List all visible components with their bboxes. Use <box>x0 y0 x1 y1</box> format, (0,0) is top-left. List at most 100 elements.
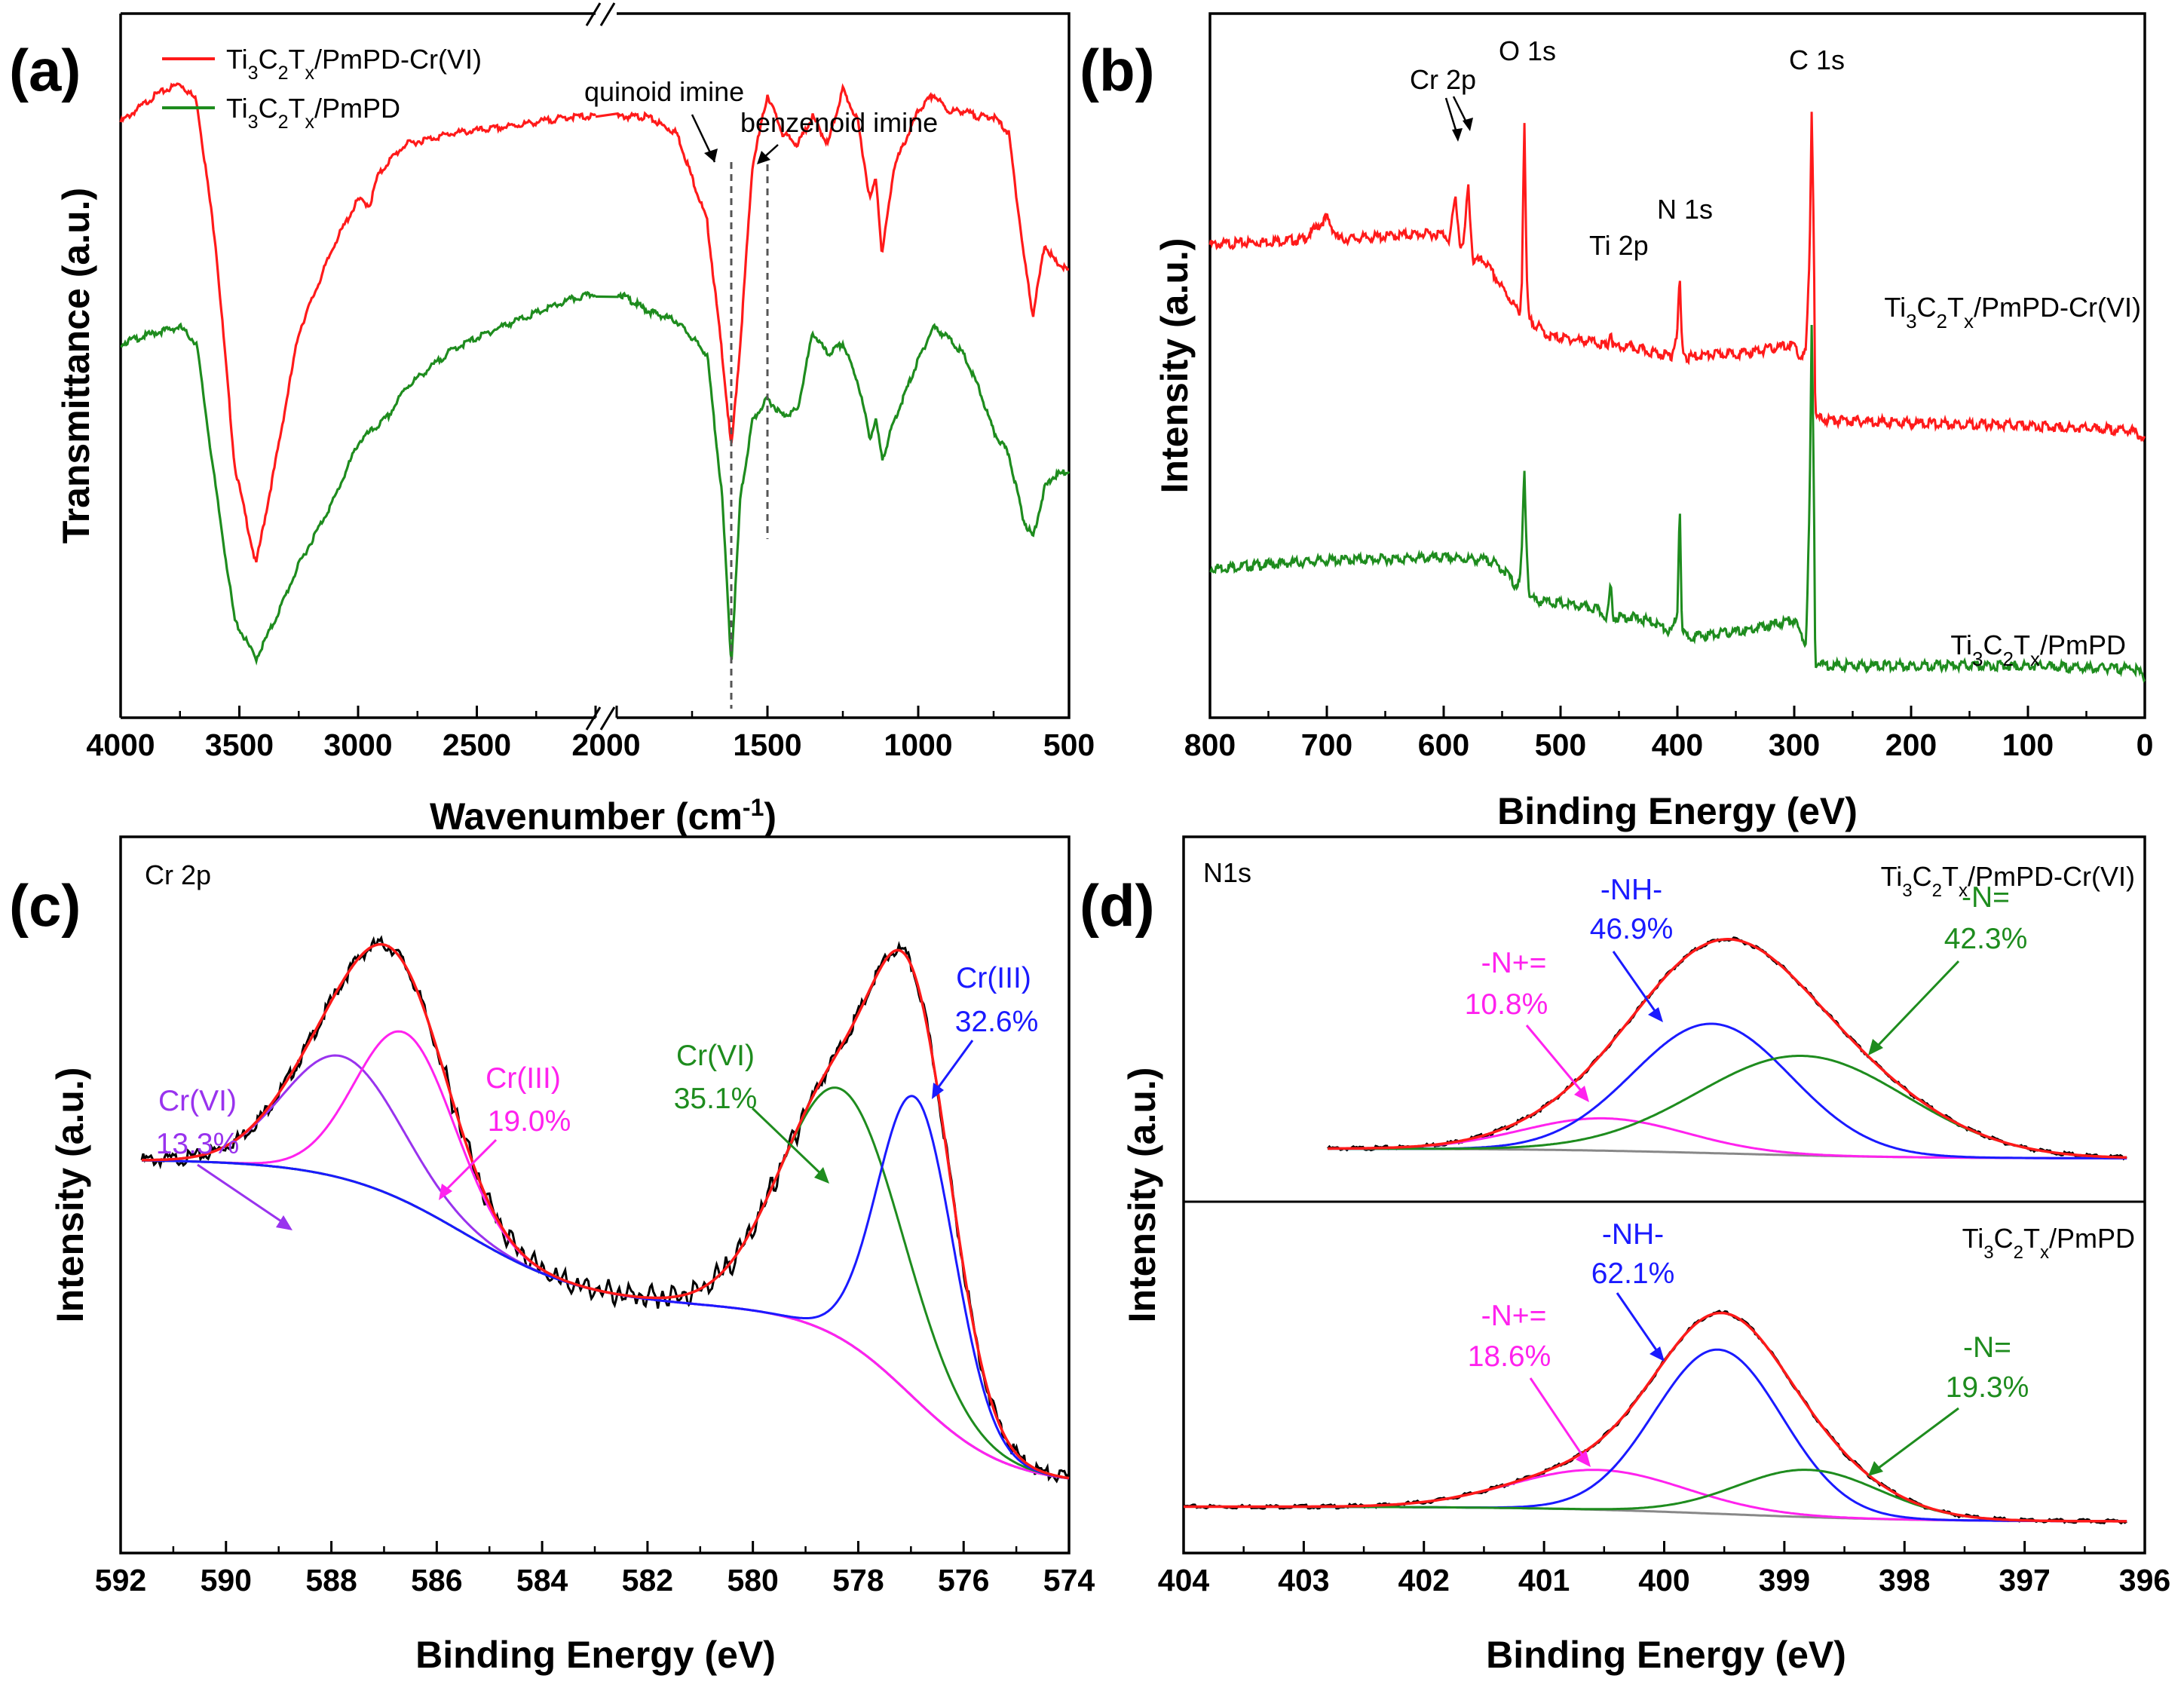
peak-label-o1s: O 1s <box>1499 35 1556 66</box>
b-tick-label: 700 <box>1301 728 1352 762</box>
percent-neq-top: 42.3% <box>1944 923 2028 955</box>
percent-neq-bottom: 19.3% <box>1946 1371 2029 1404</box>
arrowhead-neq-top <box>1868 1039 1883 1055</box>
arrow-neq-top <box>1874 960 1960 1049</box>
arrowhead-criii-2p32 <box>932 1083 944 1099</box>
label-nh-top: -NH- <box>1600 874 1662 906</box>
label-nplus-bottom: -N+= <box>1481 1300 1547 1332</box>
label-nplus-top: -N+= <box>1481 947 1547 979</box>
c-envelope-line <box>142 942 1070 1480</box>
panel-d-xlabel: Binding Energy (eV) <box>1486 1634 1846 1676</box>
panel-a-ylabel: Transmittance (a.u.) <box>55 188 97 544</box>
a-tick-label: 1000 <box>884 728 952 762</box>
arrowhead-criii-2p12 <box>439 1184 452 1200</box>
d-envelope-line-1 <box>1184 1311 2127 1523</box>
panel-a-xlabel: Wavenumber (cm-1) <box>430 794 776 838</box>
series-line-cr-left <box>119 82 597 563</box>
c-tick-label: 574 <box>1043 1563 1095 1598</box>
label-nplus-top-text: -N+= <box>1481 947 1547 979</box>
series-line-cr <box>1208 112 2146 443</box>
c-tick-label: 582 <box>622 1563 673 1598</box>
d-envelope-line-0 <box>1328 938 2127 1159</box>
percent-nplus-top: 10.8% <box>1465 988 1548 1021</box>
d-tick-label: 400 <box>1638 1563 1689 1598</box>
panel-d-letter: (d) <box>1080 872 1155 939</box>
label-neq-top: -N= <box>1962 881 2010 914</box>
arrow-crvi-2p12 <box>197 1163 284 1224</box>
panel-a-break-top <box>585 2 616 26</box>
panel-c-series <box>140 935 1071 1484</box>
a-tick-label: 4000 <box>86 728 155 762</box>
arrow-neq-bottom <box>1875 1407 1959 1472</box>
d-tick-label: 396 <box>2119 1563 2170 1598</box>
arrow-nh-bottom <box>1616 1292 1660 1354</box>
c-tick-label: 584 <box>516 1563 568 1598</box>
arrow-nplus-top <box>1525 1025 1585 1094</box>
percent-nh-bottom: 62.1% <box>1591 1257 1675 1290</box>
arrowhead-nplus-bottom <box>1576 1450 1591 1467</box>
peak-label-n1s: N 1s <box>1657 194 1713 225</box>
panel-c-xlabel: Binding Energy (eV) <box>415 1634 776 1676</box>
d-tick-label: 401 <box>1518 1563 1570 1598</box>
panel-a: (a) 4000 3500 3000 2500 2000 1500 1000 500 Ti3C… <box>9 2 1095 838</box>
annotation-quinoid-imine: quinoid imine <box>584 76 744 107</box>
c-tick-label: 588 <box>305 1563 357 1598</box>
peak-label-cr2p: Cr 2p <box>1410 64 1476 95</box>
arrow-criii-2p32 <box>935 1040 974 1091</box>
panel-d-corner-label: N1s <box>1203 857 1251 888</box>
c-tick-label: 580 <box>727 1563 778 1598</box>
percent-criii-2p12: 19.0% <box>488 1105 571 1138</box>
b-tick-label: 100 <box>2002 728 2054 762</box>
panel-d-ylabel: Intensity (a.u.) <box>1121 1068 1163 1323</box>
panel-b-letter: (b) <box>1080 37 1155 103</box>
panel-a-annotation-lines <box>730 162 769 709</box>
peak-label-ti2p: Ti 2p <box>1589 230 1649 261</box>
b-tick-label: 200 <box>1885 728 1937 762</box>
arrowhead-crvi-2p12 <box>276 1215 293 1230</box>
panel-c-ylabel: Intensity (a.u.) <box>49 1068 91 1323</box>
label-nplus-bottom-text: -N+= <box>1481 1300 1547 1332</box>
arrowhead-cr2p-a <box>1452 128 1463 142</box>
b-tick-label: 800 <box>1184 728 1236 762</box>
label-criii-2p32: Cr(III) <box>956 962 1031 994</box>
label-nh-bottom: -NH- <box>1602 1218 1664 1251</box>
arrowhead-crvi-2p32 <box>814 1167 829 1184</box>
arrowhead-nh-bottom <box>1649 1346 1665 1362</box>
arrow-nh-top <box>1612 951 1659 1015</box>
arrowhead-benzenoid <box>757 151 770 164</box>
percent-criii-2p32: 32.6% <box>955 1006 1039 1038</box>
panel-b-ticks: 800 700 600 500 400 300 200 100 0 <box>1184 706 2154 762</box>
panel-a-break-bottom <box>585 706 616 731</box>
a-tick-label: 500 <box>1043 728 1095 762</box>
label-crvi-2p32: Cr(VI) <box>676 1040 755 1072</box>
arrow-criii-2p12 <box>443 1138 498 1193</box>
panel-d: (d) N1s Ti3C2Tx/PmPD-Cr(VI) Ti3C2Tx/PmPD… <box>1080 835 2170 1676</box>
d-tick-label: 397 <box>1999 1563 2050 1598</box>
annotation-benzenoid-imine: benzenoid imine <box>740 107 938 138</box>
panel-a-letter: (a) <box>9 37 81 103</box>
label-neq-bottom: -N= <box>1963 1331 2011 1364</box>
series-line-cr-right <box>595 83 1069 444</box>
a-tick-label: 1500 <box>733 728 801 762</box>
arrowhead-nh-top <box>1648 1007 1663 1022</box>
arrowhead-neq-bottom <box>1868 1461 1883 1476</box>
panel-d-series <box>1183 936 2127 1525</box>
b-tick-label: 0 <box>2137 728 2154 762</box>
c-tick-label: 590 <box>201 1563 252 1598</box>
panel-c-ticks: 592 590 588 586 584 582 580 578 576 574 <box>95 1541 1095 1598</box>
panel-b-xlabel: Binding Energy (eV) <box>1497 790 1858 832</box>
panel-d-ticks: 404 403 402 401 400 399 398 397 396 <box>1158 1541 2170 1598</box>
label-crvi-2p12: Cr(VI) <box>158 1085 237 1117</box>
panel-c: (c) Cr 2p 592 590 588 586 584 582 580 578 576 574… <box>9 835 1095 1676</box>
panel-b-ylabel: Intensity (a.u.) <box>1153 238 1196 494</box>
arrow-nplus-bottom <box>1529 1377 1586 1460</box>
d-tick-label: 404 <box>1158 1563 1210 1598</box>
b-tick-label: 600 <box>1418 728 1469 762</box>
series-line-pmpd-right <box>595 291 1071 660</box>
panel-b: (b) 800 700 600 500 400 300 200 100 0 Cr 2p O 1s… <box>1080 12 2154 832</box>
d-tick-label: 399 <box>1759 1563 1810 1598</box>
b-tick-label: 300 <box>1769 728 1820 762</box>
c-tick-label: 586 <box>411 1563 462 1598</box>
a-tick-label: 2500 <box>443 728 511 762</box>
c-tick-label: 592 <box>95 1563 146 1598</box>
